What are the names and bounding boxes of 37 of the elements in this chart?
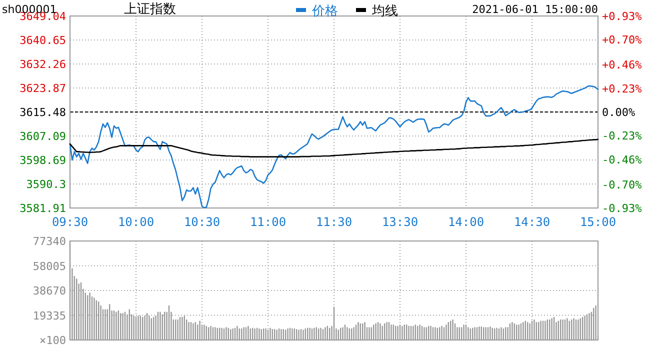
y-tick-label: 19335 [32,309,66,322]
x-tick-label: 10:00 [118,215,154,229]
y-tick-label: 77340 [32,235,66,248]
y-tick-label: 3615.48 [20,106,66,119]
x-tick-label: 15:00 [580,215,616,229]
y2-tick-label: 0.00% [602,106,636,119]
line-series [69,85,599,208]
legend-label: 价格 [311,4,338,19]
y-tick-label: 3632.26 [20,58,66,71]
y2-tick-label: -0.46% [602,153,642,166]
x-tick-label: 11:00 [250,215,286,229]
y-axis-title: ×100 [40,334,66,347]
y2-tick-label: +0.70% [602,34,642,47]
x-tick-label: 11:30 [316,215,352,229]
y-tick-label: 3590.3 [26,178,66,192]
y2-tick-label: +0.23% [602,82,642,96]
y2-tick-label: -0.93% [602,202,642,215]
line-series [69,138,599,158]
y-tick-label: 3623.87 [20,82,66,95]
x-tick-label: 14:00 [448,215,484,229]
x-tick-label: 13:30 [382,215,418,229]
y-tick-label: 58005 [32,260,66,273]
y2-tick-label: +0.93% [602,10,642,23]
x-tick-label: 14:30 [514,215,550,229]
y-tick-label: 3598.69 [20,154,66,168]
y2-tick-label: -0.23% [602,130,642,143]
annotation: 2021-06-01 15:00:00 [472,3,598,16]
y-tick-label: 3640.65 [20,34,66,47]
chart-title: 上证指数 [124,2,176,17]
y-tick-label: 3607.09 [20,130,66,143]
y-tick-label: 38670 [32,284,66,298]
y2-tick-label: +0.46% [602,58,642,72]
legend-label: 均线 [371,4,398,19]
y2-tick-label: -0.70% [602,178,642,192]
x-tick-label: 09:30 [52,215,88,229]
x-tick-label: 10:30 [184,215,220,229]
y-tick-label: 3581.91 [20,202,66,215]
